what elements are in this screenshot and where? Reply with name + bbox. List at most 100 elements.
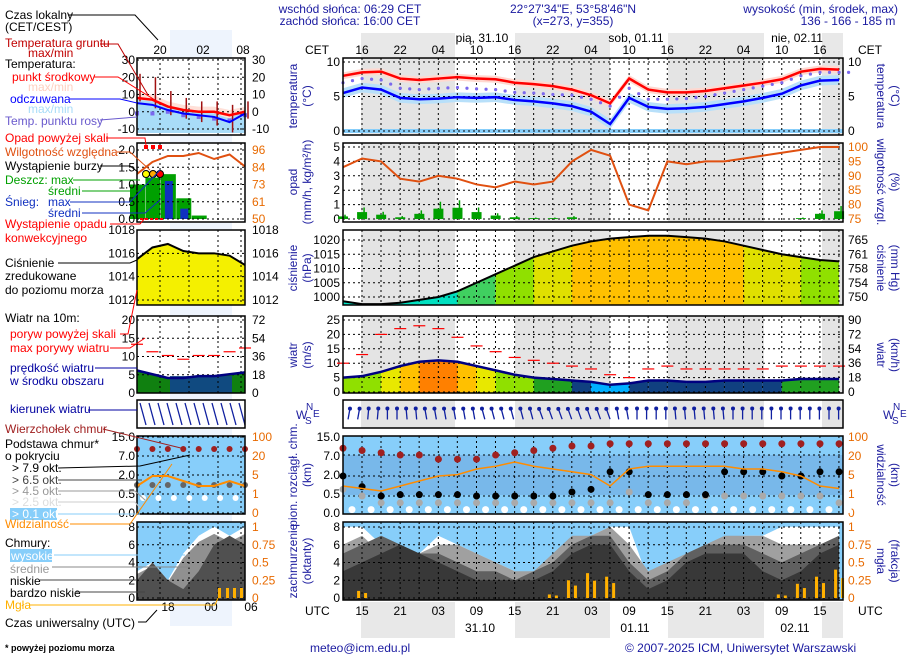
dew-point-dot	[684, 96, 689, 101]
legend-wind-tick-left: 15	[122, 331, 136, 345]
dew-point-dot	[579, 95, 584, 99]
legend-cloud-tick-left: 2.0	[118, 468, 135, 482]
cloud-base-79-dot	[682, 491, 690, 499]
cloud-top-dot	[702, 440, 710, 448]
cet-tick-label: 04	[737, 43, 751, 57]
humidity-right-unit: (%)	[888, 173, 902, 192]
cloud-tick-left: 0.5	[323, 487, 340, 501]
dew-point-dot	[360, 76, 364, 81]
cloud-top-dot	[721, 440, 729, 448]
utc-tick-label: 21	[699, 604, 713, 618]
legend-okt-65: > 6.5 okt.	[12, 473, 62, 487]
cloud-base-79-dot	[415, 491, 423, 499]
legend-cloud-top-dot	[164, 446, 171, 452]
fog-bar	[586, 573, 590, 598]
cloud-base-01-dot	[844, 506, 852, 514]
cloud-top-dot	[797, 440, 805, 448]
legend-utc-time: Czas uniwersalny (UTC)	[5, 616, 135, 630]
legend-cloud-tick-left: 7.0	[118, 449, 135, 463]
legend-pressure-line	[136, 242, 246, 266]
cloud-base-01-dot	[348, 506, 356, 514]
cloud-base-79-dot	[492, 492, 500, 500]
cloud-top-dot	[644, 440, 652, 448]
cloud-top-dot	[682, 440, 690, 448]
legend-bottom-tick: 18	[161, 600, 175, 614]
dew-point-dot	[780, 81, 784, 85]
legend-kmh-tick-right: 72	[252, 313, 266, 327]
cloud-top-dot	[511, 449, 519, 457]
wind-arrow-head	[422, 406, 427, 411]
legend-okt-01-bg	[10, 508, 57, 520]
legend-visibility-tick-right: 1	[252, 487, 259, 501]
wind-arrow-head	[546, 406, 551, 411]
legend-cloud-base-01-dot	[201, 495, 208, 501]
legend-dew-dot	[150, 111, 155, 116]
legend-kmh-tick-right: 54	[252, 331, 266, 345]
panel-frame	[136, 315, 246, 394]
wind-fill-segment	[648, 380, 668, 393]
wind-arrow-head	[451, 406, 456, 411]
mmhg-right-title: ciśnienie	[874, 245, 888, 292]
dew-point-dot	[608, 104, 612, 108]
wind-arrow-head	[385, 406, 390, 411]
legend-temp-tick-right: 30	[252, 53, 266, 67]
legend-feels-like: odczuwana	[10, 92, 71, 106]
legend-top-tick: 20	[153, 43, 167, 57]
legend-pressure-fill	[137, 243, 245, 305]
night-band-bottom	[668, 602, 764, 638]
visibility-tick-right: 5	[848, 468, 855, 482]
pressure-fill-segment	[743, 245, 763, 305]
contact-email-link[interactable]: meteo@icm.edu.pl	[310, 641, 410, 655]
pressure-fill-segment	[457, 282, 477, 305]
fog-bar	[795, 583, 799, 598]
legend-pressure-tick-right: 1018	[252, 223, 279, 237]
fog-right-unit: (frakcja)	[888, 539, 902, 582]
cloud-top-dot	[434, 455, 442, 463]
cloud-base-79-dot	[816, 468, 824, 476]
dew-point-dot	[465, 86, 469, 90]
dew-point-dot	[389, 82, 393, 86]
legend-medium: średnie	[10, 562, 50, 576]
legend-wind-tick-left: 10	[122, 350, 136, 364]
wind-arrow-head	[366, 406, 371, 411]
wind-axis-unit: (m/s)	[300, 341, 314, 368]
dew-point-dot	[379, 78, 383, 82]
fog-bar	[802, 588, 806, 598]
legend-cloud-tick-left: 0.0	[118, 506, 135, 520]
legend-pressure-tick-left: 1014	[108, 270, 135, 284]
wind-fill-segment	[781, 379, 801, 393]
dew-point-dot	[732, 89, 736, 93]
dew-point-dot	[522, 91, 526, 95]
rain-mean-bar	[509, 217, 520, 219]
wind-arrow-head	[527, 406, 532, 411]
kmh-tick-right: 54	[848, 342, 862, 356]
legend-fog-tick-right: 0.75	[252, 538, 276, 552]
wind-arrow-head	[692, 406, 697, 411]
fog-bar	[566, 580, 570, 598]
humidity-tick-right: 95	[848, 154, 862, 168]
legend-cloud-base-dot	[164, 482, 171, 488]
cloud-base-01-dot	[615, 506, 623, 514]
cloud-top-dot	[625, 440, 633, 448]
legend-local-time-zone: (CET/CEST)	[5, 20, 72, 34]
legend-dew-dot	[165, 109, 170, 114]
cloud-base-45-dot	[549, 499, 557, 507]
wind-arrow-head	[654, 406, 659, 411]
humidity-tick-right: 75	[848, 212, 862, 226]
legend-wind-10m: Wiatr na 10m:	[5, 311, 80, 325]
pressure-fill-segment	[514, 257, 534, 305]
legend-low: niskie	[10, 574, 41, 588]
legend-rain-max: Deszcz: max	[5, 173, 74, 187]
utc-tick-label: 09	[470, 604, 484, 618]
cloud-base-45-dot	[453, 499, 461, 507]
cloud-base-45-dot	[492, 499, 500, 507]
wind-tick-left: 10	[327, 356, 341, 370]
legend-fog: Mgła	[5, 598, 31, 612]
dew-point-dot	[427, 87, 431, 91]
cloud-top-dot	[835, 440, 843, 448]
panel-frame	[342, 315, 844, 394]
legend-top-tick: 08	[236, 43, 250, 57]
legend-okt-45: > 4.5 okt.	[12, 484, 62, 498]
rain-mean-bar	[490, 215, 501, 219]
cet-tick-label: 22	[699, 43, 713, 57]
